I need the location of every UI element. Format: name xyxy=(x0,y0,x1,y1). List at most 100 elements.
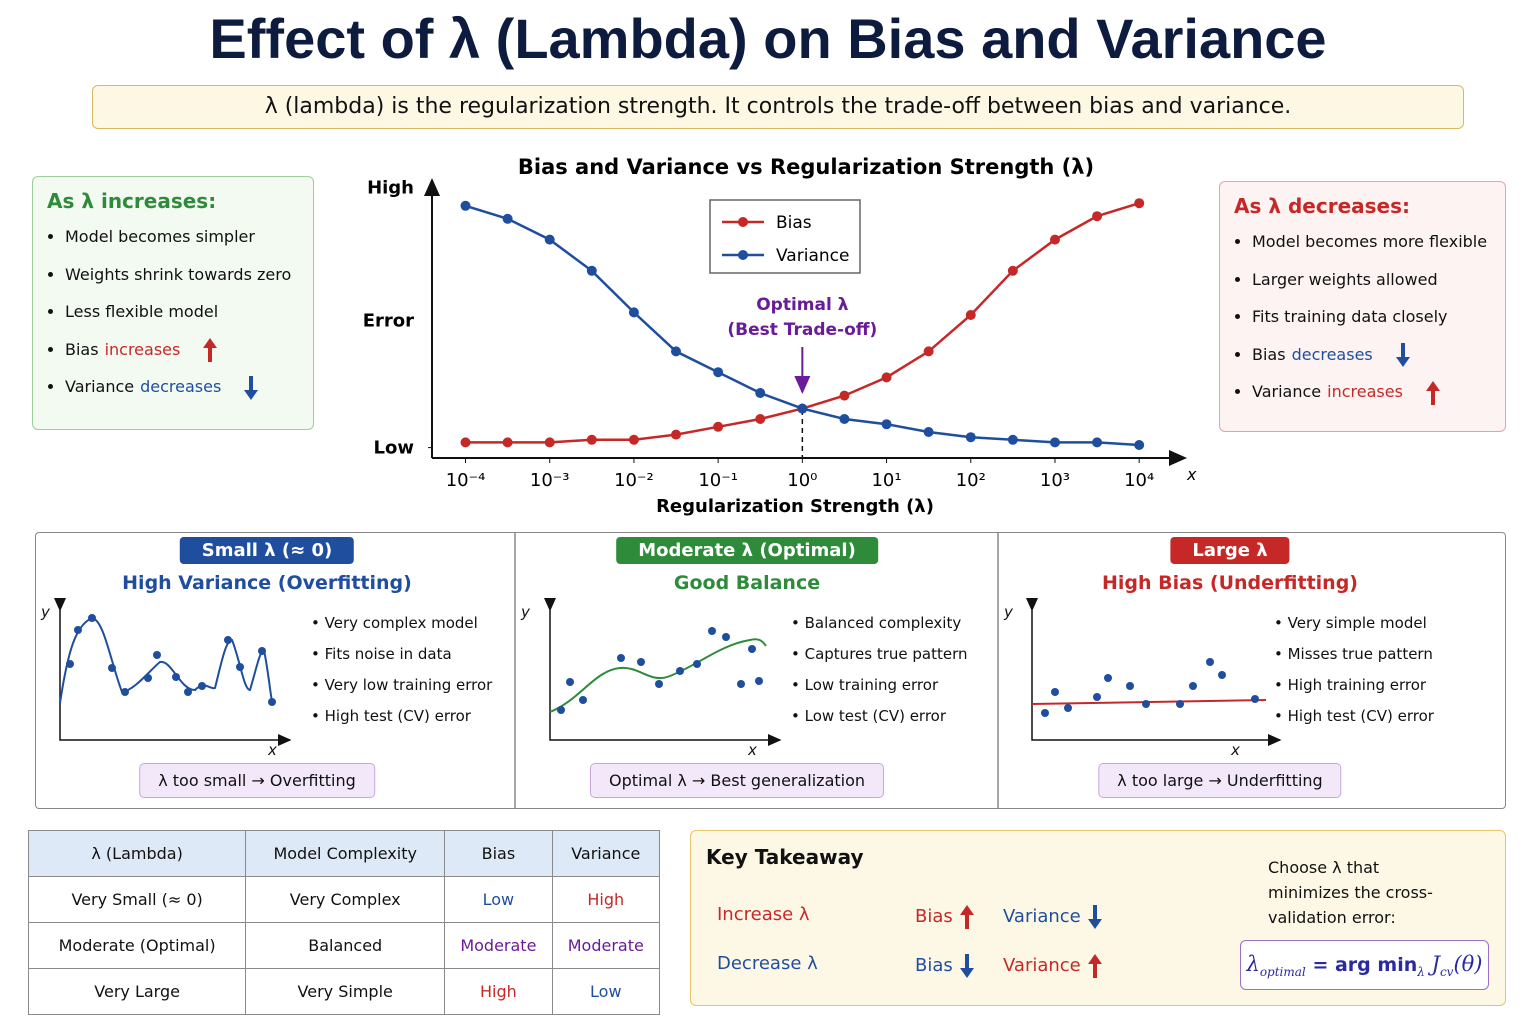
takeaway-heading: Key Takeaway xyxy=(706,845,864,869)
point xyxy=(1092,437,1103,448)
label: Bias xyxy=(915,906,953,927)
point xyxy=(713,421,724,432)
x-tick-label: 10⁻¹ xyxy=(698,470,738,491)
case-bullet: • Low training error xyxy=(791,676,939,694)
panel-list: Model becomes simpler Weights shrink towa… xyxy=(47,223,299,411)
case-footer: λ too small → Overfitting xyxy=(139,763,375,798)
table-cell: Moderate (Optimal) xyxy=(27,922,247,969)
x-tick-label: 10⁻² xyxy=(614,470,654,491)
legend-box xyxy=(709,199,861,274)
mini-plots xyxy=(54,598,1282,746)
point xyxy=(881,419,892,430)
case-heading: Good Balance xyxy=(673,572,821,594)
point xyxy=(502,213,513,224)
axis-name: y xyxy=(1004,603,1013,621)
item-text: Fits training data closely xyxy=(1252,307,1448,326)
point xyxy=(544,234,555,245)
panel-item: Fits training data closely xyxy=(1252,303,1491,341)
subtitle: λ (lambda) is the regularization strengt… xyxy=(92,85,1464,129)
point xyxy=(881,372,892,383)
panel-item: Model becomes more flexible xyxy=(1252,228,1491,266)
item-text: Larger weights allowed xyxy=(1252,269,1438,289)
table-row: Very Small (≈ 0) Very Complex Low High xyxy=(27,876,661,923)
point xyxy=(1049,437,1060,448)
table-header-cell: Model Complexity xyxy=(245,830,446,877)
f: λ xyxy=(1246,952,1260,976)
arrow xyxy=(244,375,259,400)
arrow-icon xyxy=(1395,343,1410,367)
label: Variance xyxy=(1003,906,1081,927)
point xyxy=(671,429,682,440)
point xyxy=(628,307,639,318)
point xyxy=(628,434,639,445)
arrow xyxy=(1087,905,1102,929)
panel-heading: As λ decreases: xyxy=(1234,194,1410,218)
x-axis-label: Regularization Strength (λ) xyxy=(656,496,934,517)
point xyxy=(586,265,597,276)
label: Variance xyxy=(1003,955,1081,976)
arrow-icon xyxy=(244,375,259,400)
f: J xyxy=(1431,952,1440,976)
panel-item: Less flexible model xyxy=(65,298,299,336)
item-text: Variance xyxy=(1252,382,1322,401)
point xyxy=(755,388,766,398)
item-highlight: increases xyxy=(1327,382,1403,401)
table-header-cell: Variance xyxy=(551,830,661,877)
y-tick-label: Low xyxy=(374,438,414,459)
arrow xyxy=(959,905,974,929)
table-cell: Low xyxy=(551,968,661,1015)
cases-box xyxy=(35,532,1506,809)
case-badge: Moderate λ (Optimal) xyxy=(616,537,878,564)
f: cv xyxy=(1439,965,1454,980)
case-bullet: • Very low training error xyxy=(311,676,493,694)
case-bullet: • Low test (CV) error xyxy=(791,707,947,725)
takeaway-note: Choose λ that minimizes the cross-valida… xyxy=(1268,858,1433,927)
panel-item: Variance increases xyxy=(1252,378,1491,416)
arrow-icon xyxy=(1087,954,1102,978)
panel-item: Weights shrink towards zero xyxy=(65,261,299,299)
point xyxy=(923,346,934,357)
x-tick-label: 10⁰ xyxy=(787,470,817,491)
item-text: Variance xyxy=(65,377,135,396)
panel-item: Variance decreases xyxy=(65,373,299,411)
axis-name: y xyxy=(521,603,530,621)
case-bullet: • Fits noise in data xyxy=(311,645,452,663)
arrow-icon xyxy=(959,905,974,929)
table-cell: Low xyxy=(444,876,553,923)
point xyxy=(1092,211,1103,222)
x-axis-end: x xyxy=(1186,465,1197,484)
arrow-icon xyxy=(203,338,218,362)
point xyxy=(502,437,513,448)
table-header-cell: λ (Lambda) xyxy=(27,830,247,877)
arrow xyxy=(959,954,974,978)
panel-heading: As λ increases: xyxy=(47,189,217,213)
item-text: Model becomes simpler xyxy=(65,227,255,246)
left-panel: As λ increases: Model becomes simpler Weig… xyxy=(32,176,314,430)
table-header-cell: Bias xyxy=(444,830,553,877)
table-cell: Moderate xyxy=(551,922,661,969)
arrow xyxy=(1425,380,1440,405)
case-bullet: • Very simple model xyxy=(1274,614,1427,632)
case-bullet: • High test (CV) error xyxy=(1274,707,1434,725)
point xyxy=(755,414,766,424)
table-cell: High xyxy=(551,876,661,923)
case-footer: Optimal λ → Best generalization xyxy=(589,763,885,798)
case-bullet: • Captures true pattern xyxy=(791,645,968,663)
point xyxy=(586,434,597,445)
main-chart: Bias and Variance vs Regularization Stre… xyxy=(363,155,1197,517)
table-cell: Very Complex xyxy=(245,876,446,923)
x-tick-label: 10⁻⁴ xyxy=(446,470,486,491)
point xyxy=(965,432,976,443)
arrow-icon xyxy=(1425,380,1440,405)
legend-label: Variance xyxy=(776,246,849,266)
point xyxy=(965,310,976,320)
axis-name: y xyxy=(41,603,50,621)
item-text: Less flexible model xyxy=(65,302,219,321)
legend-dot xyxy=(738,250,748,260)
case-bullet: • Misses true pattern xyxy=(1274,645,1433,663)
table-cell: High xyxy=(444,968,553,1015)
table-cell: Very Large xyxy=(27,968,247,1015)
y-tick-label: High xyxy=(367,178,414,199)
